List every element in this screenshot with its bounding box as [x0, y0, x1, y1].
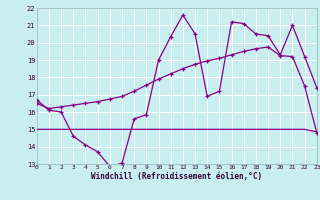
- X-axis label: Windchill (Refroidissement éolien,°C): Windchill (Refroidissement éolien,°C): [91, 172, 262, 181]
